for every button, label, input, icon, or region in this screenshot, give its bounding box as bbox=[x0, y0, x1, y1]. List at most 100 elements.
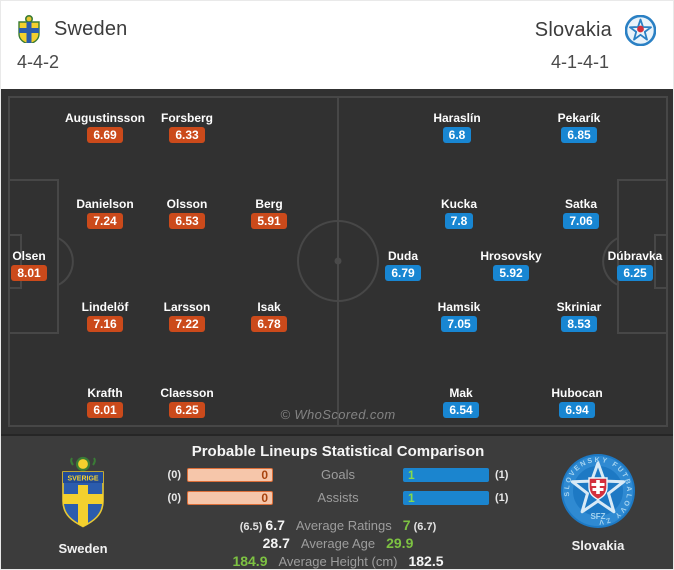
player-rating-badge: 6.54 bbox=[443, 402, 479, 418]
player-away-10[interactable]: Hubocan 6.94 bbox=[517, 386, 637, 419]
player-away-4[interactable]: Duda 6.79 bbox=[343, 249, 463, 282]
player-rating-badge: 6.8 bbox=[442, 127, 472, 143]
stat-label: Average Height (cm) bbox=[278, 554, 398, 569]
stat-label: Average Age bbox=[300, 536, 376, 551]
away-bar: 1 bbox=[403, 490, 489, 505]
svg-text:SVERIGE: SVERIGE bbox=[67, 476, 98, 483]
home-stat-value: 28.7 bbox=[262, 535, 290, 551]
player-name: Hamsik bbox=[437, 300, 481, 314]
player-home-6[interactable]: Lindelöf 7.16 bbox=[45, 300, 165, 333]
home-paren: (0) bbox=[167, 468, 181, 481]
home-crest-column: SVERIGE Sweden bbox=[28, 456, 138, 556]
home-team-header: Sweden bbox=[17, 15, 127, 43]
match-header: Sweden 4-4-2 Slovakia 4-1-4-1 bbox=[1, 1, 673, 89]
player-name: Olsen bbox=[12, 249, 46, 263]
player-home-1[interactable]: Augustinsson 6.69 bbox=[45, 111, 165, 144]
player-home-0[interactable]: Olsen 8.01 bbox=[1, 249, 89, 282]
player-rating-badge: 8.01 bbox=[11, 265, 47, 281]
player-home-5[interactable]: Berg 5.91 bbox=[209, 197, 329, 230]
player-name: Skriniar bbox=[556, 300, 602, 314]
away-paren: (1) bbox=[495, 491, 509, 504]
slovakia-crest-icon bbox=[625, 15, 656, 46]
player-rating-badge: 6.25 bbox=[169, 402, 205, 418]
player-name: Forsberg bbox=[160, 111, 213, 125]
away-bar: 1 bbox=[403, 467, 489, 482]
player-away-1[interactable]: Pekarík 6.85 bbox=[519, 111, 639, 144]
player-rating-badge: 6.33 bbox=[169, 127, 205, 143]
away-stat-value: 29.9 bbox=[386, 535, 414, 551]
player-home-4[interactable]: Olsson 6.53 bbox=[127, 197, 247, 230]
player-rating-badge: 7.22 bbox=[169, 316, 205, 332]
watermark: © WhoScored.com bbox=[280, 407, 396, 422]
player-name: Dúbravka bbox=[607, 249, 663, 263]
stat-row-0: (6.5) 6.7 Average Ratings 7 (6.7) bbox=[1, 517, 673, 535]
player-name: Hrosovsky bbox=[480, 249, 542, 263]
player-home-9[interactable]: Krafth 6.01 bbox=[45, 386, 165, 419]
pitch-markings bbox=[8, 96, 668, 427]
player-home-3[interactable]: Danielson 7.24 bbox=[45, 197, 165, 230]
comparison-panel: Probable Lineups Statistical Comparison bbox=[1, 434, 673, 569]
player-name: Satka bbox=[564, 197, 598, 211]
player-rating-badge: 7.8 bbox=[444, 213, 474, 229]
player-name: Kucka bbox=[440, 197, 478, 211]
player-name: Hubocan bbox=[551, 386, 603, 400]
home-bar: 0 bbox=[187, 490, 273, 505]
stat-row-2: 184.9 Average Height (cm) 182.5 bbox=[1, 553, 673, 569]
player-away-7[interactable]: Hamsik 7.05 bbox=[399, 300, 519, 333]
player-rating-badge: 6.25 bbox=[617, 265, 653, 281]
player-rating-badge: 5.92 bbox=[493, 265, 529, 281]
bar-label: Assists bbox=[317, 490, 359, 505]
home-team-name[interactable]: Sweden bbox=[54, 17, 128, 40]
player-name: Lindelöf bbox=[81, 300, 129, 314]
home-bar: 0 bbox=[187, 467, 273, 482]
stat-label: Average Ratings bbox=[295, 518, 392, 533]
player-name: Duda bbox=[388, 249, 418, 263]
pitch: Olsen 8.01 Augustinsson 6.69 Forsberg 6.33 Dan… bbox=[1, 89, 673, 434]
player-home-8[interactable]: Isak 6.78 bbox=[209, 300, 329, 333]
player-home-2[interactable]: Forsberg 6.33 bbox=[127, 111, 247, 144]
player-away-3[interactable]: Satka 7.06 bbox=[521, 197, 641, 230]
home-stat-value: 184.9 bbox=[232, 553, 268, 569]
player-away-6[interactable]: Dúbravka 6.25 bbox=[575, 249, 673, 282]
player-name: Danielson bbox=[76, 197, 134, 211]
slovakia-crest-large: SLOVENSKY FUTBALOVY ZVAZ SFZ bbox=[556, 448, 635, 528]
player-away-8[interactable]: Skriniar 8.53 bbox=[519, 300, 639, 333]
player-home-7[interactable]: Larsson 7.22 bbox=[127, 300, 247, 333]
player-away-5[interactable]: Hrosovsky 5.92 bbox=[451, 249, 571, 282]
player-rating-badge: 7.05 bbox=[441, 316, 477, 332]
home-crest-label: Sweden bbox=[58, 541, 108, 556]
player-rating-badge: 6.69 bbox=[87, 127, 123, 143]
player-name: Krafth bbox=[87, 386, 123, 400]
player-name: Haraslín bbox=[433, 111, 481, 125]
away-stat-value: 182.5 bbox=[408, 553, 444, 569]
player-name: Isak bbox=[257, 300, 281, 314]
player-name: Augustinsson bbox=[65, 111, 145, 125]
bar-label: Goals bbox=[321, 467, 355, 482]
player-rating-badge: 6.85 bbox=[561, 127, 597, 143]
sweden-crest-large: SVERIGE bbox=[62, 456, 104, 528]
home-formation: 4-4-2 bbox=[17, 52, 60, 72]
away-team-name[interactable]: Slovakia bbox=[534, 19, 612, 41]
player-rating-badge: 6.79 bbox=[385, 265, 421, 281]
player-home-10[interactable]: Claesson 6.25 bbox=[127, 386, 247, 419]
player-rating-badge: 5.91 bbox=[251, 213, 287, 229]
bar-row-assists: (0) 0 Assists 1 (1) bbox=[1, 490, 673, 505]
player-rating-badge: 6.94 bbox=[559, 402, 595, 418]
home-paren: (0) bbox=[167, 491, 181, 504]
player-name: Berg bbox=[255, 197, 283, 211]
away-team-header: Slovakia bbox=[535, 15, 656, 46]
away-formation: 4-1-4-1 bbox=[550, 52, 609, 72]
player-rating-badge: 7.16 bbox=[87, 316, 123, 332]
player-away-0[interactable]: Haraslín 6.8 bbox=[397, 111, 517, 144]
player-away-2[interactable]: Kucka 7.8 bbox=[399, 197, 519, 230]
player-name: Larsson bbox=[163, 300, 211, 314]
player-name: Olsson bbox=[166, 197, 208, 211]
player-rating-badge: 7.24 bbox=[87, 213, 123, 229]
svg-text:SFZ: SFZ bbox=[590, 512, 605, 521]
away-stat-value: 7 (6.7) bbox=[402, 517, 437, 533]
stat-row-1: 28.7 Average Age 29.9 bbox=[1, 535, 673, 553]
bar-row-goals: (0) 0 Goals 1 (1) bbox=[1, 467, 673, 482]
player-rating-badge: 8.53 bbox=[561, 316, 597, 332]
player-away-9[interactable]: Mak 6.54 bbox=[401, 386, 521, 419]
